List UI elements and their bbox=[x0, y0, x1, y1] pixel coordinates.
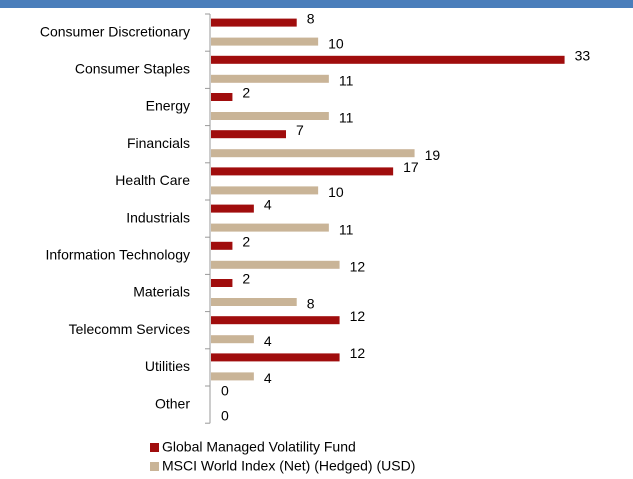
header-strip bbox=[0, 0, 633, 8]
category-label: Financials bbox=[127, 135, 190, 151]
data-label: 8 bbox=[307, 10, 315, 26]
bar bbox=[211, 241, 233, 250]
legend-label: Global Managed Volatility Fund bbox=[162, 439, 356, 455]
bar bbox=[211, 74, 329, 83]
data-label: 2 bbox=[242, 85, 250, 101]
bar bbox=[211, 149, 415, 158]
category-label: Other bbox=[155, 395, 190, 411]
category-label: Materials bbox=[133, 284, 190, 300]
data-label: 7 bbox=[296, 122, 304, 138]
data-label: 2 bbox=[242, 271, 250, 287]
data-label: 8 bbox=[307, 296, 315, 312]
data-label: 0 bbox=[221, 407, 229, 423]
data-label: 4 bbox=[264, 196, 272, 212]
data-label: 4 bbox=[264, 370, 272, 386]
data-label: 17 bbox=[403, 159, 419, 175]
legend-label: MSCI World Index (Net) (Hedged) (USD) bbox=[162, 458, 415, 474]
data-label: 0 bbox=[221, 382, 229, 398]
bar bbox=[211, 112, 329, 120]
bar bbox=[211, 298, 297, 306]
data-label: 10 bbox=[328, 35, 344, 51]
category-label: Energy bbox=[146, 98, 190, 114]
bar bbox=[211, 316, 340, 325]
bar bbox=[211, 55, 565, 64]
data-label: 2 bbox=[242, 234, 250, 250]
bar bbox=[211, 335, 254, 344]
legend-swatch bbox=[150, 462, 159, 471]
data-label: 11 bbox=[339, 110, 354, 126]
category-label: Consumer Discretionary bbox=[40, 23, 190, 39]
legend-swatch bbox=[150, 443, 159, 452]
data-label: 12 bbox=[350, 308, 366, 324]
bar bbox=[211, 204, 254, 213]
bar bbox=[211, 37, 319, 46]
category-label: Health Care bbox=[115, 172, 190, 188]
category-label: Consumer Staples bbox=[75, 61, 190, 77]
data-label: 11 bbox=[339, 73, 354, 89]
bar bbox=[211, 372, 254, 381]
bar bbox=[211, 167, 394, 176]
bar bbox=[211, 186, 319, 195]
data-label: 4 bbox=[264, 333, 272, 349]
bar bbox=[211, 223, 329, 232]
bar bbox=[211, 18, 297, 27]
category-label: Utilities bbox=[145, 358, 190, 374]
bar bbox=[211, 353, 340, 362]
data-label: 12 bbox=[350, 259, 366, 275]
data-label: 11 bbox=[339, 221, 354, 237]
data-label: 10 bbox=[328, 184, 344, 200]
category-label: Telecomm Services bbox=[69, 321, 190, 337]
data-label: 19 bbox=[425, 147, 441, 163]
category-label: Information Technology bbox=[46, 247, 191, 263]
bar bbox=[211, 279, 233, 287]
data-label: 12 bbox=[350, 345, 366, 361]
bar bbox=[211, 130, 286, 139]
category-label: Industrials bbox=[126, 209, 190, 225]
bar bbox=[211, 260, 340, 269]
bar bbox=[211, 93, 233, 101]
data-label: 33 bbox=[575, 48, 591, 64]
